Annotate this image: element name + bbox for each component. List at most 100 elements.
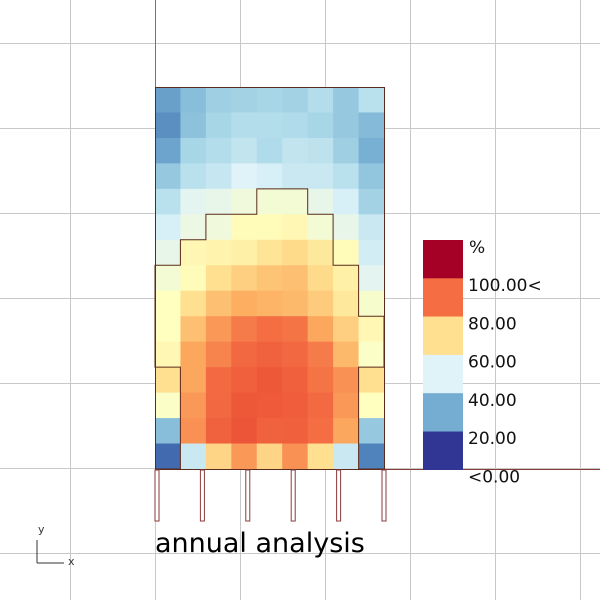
heatmap-cell	[231, 443, 258, 470]
legend-swatch	[423, 354, 463, 394]
heatmap-cell	[256, 265, 283, 292]
heatmap-cell	[358, 265, 385, 292]
heatmap-cell	[180, 137, 207, 164]
heatmap-cell	[205, 341, 232, 368]
heatmap-cell	[256, 112, 283, 139]
heatmap-cell	[282, 214, 309, 241]
axis-widget-y-label: y	[38, 523, 45, 536]
heatmap-cell	[333, 265, 360, 292]
heatmap-cell	[358, 443, 385, 470]
heatmap-cell	[205, 367, 232, 394]
heatmap-cell	[256, 214, 283, 241]
heatmap-cell	[155, 367, 182, 394]
heatmap-cell	[333, 87, 360, 114]
heatmap-cell	[180, 316, 207, 343]
heatmap-cell	[231, 87, 258, 114]
heatmap-cell	[358, 341, 385, 368]
analysis-heatmap[interactable]	[155, 87, 385, 470]
heatmap-cell	[358, 188, 385, 215]
heatmap-cell	[358, 239, 385, 266]
heatmap-cell	[180, 443, 207, 470]
heatmap-cell	[307, 341, 334, 368]
heatmap-cell	[231, 290, 258, 317]
heatmap-cell	[307, 87, 334, 114]
heatmap-cell	[358, 214, 385, 241]
heatmap-cell	[307, 392, 334, 419]
heatmap-cell	[205, 112, 232, 139]
heatmap-cell	[358, 316, 385, 343]
heatmap-cell	[205, 443, 232, 470]
legend-label: 60.00	[468, 353, 517, 373]
shading-fins	[154, 469, 387, 522]
heatmap-cell	[155, 214, 182, 241]
heatmap-cell	[256, 163, 283, 190]
heatmap-cell	[358, 112, 385, 139]
heatmap-cell	[256, 188, 283, 215]
heatmap-cell	[155, 87, 182, 114]
heatmap-cell	[333, 163, 360, 190]
heatmap-cell	[333, 316, 360, 343]
heatmap-cell	[155, 316, 182, 343]
legend-swatch	[423, 278, 463, 317]
heatmap-cell	[307, 316, 334, 343]
heatmap-cell	[282, 87, 309, 114]
legend-label: 20.00	[468, 429, 517, 449]
legend-label: 100.00<	[468, 276, 542, 296]
analysis-grid-frame	[155, 87, 385, 470]
heatmap-cell	[205, 392, 232, 419]
shading-fin	[381, 469, 387, 522]
heatmap-cell	[155, 112, 182, 139]
heatmap-cell	[282, 188, 309, 215]
heatmap-cell	[333, 137, 360, 164]
heatmap-cell	[307, 290, 334, 317]
heatmap-cell	[231, 316, 258, 343]
heatmap-cell	[180, 87, 207, 114]
heatmap-cell	[256, 316, 283, 343]
heatmap-cell	[180, 392, 207, 419]
heatmap-cell	[307, 418, 334, 445]
heatmap-cell	[358, 392, 385, 419]
heatmap-cell	[307, 188, 334, 215]
heatmap-cell	[256, 290, 283, 317]
analysis-caption: annual analysis	[155, 528, 365, 559]
heatmap-cell	[333, 341, 360, 368]
axis-orientation-widget: y x	[36, 523, 75, 568]
heatmap-cell	[205, 290, 232, 317]
heatmap-cell	[307, 112, 334, 139]
heatmap-cell	[282, 163, 309, 190]
heatmap-cell	[358, 163, 385, 190]
heatmap-cell	[205, 87, 232, 114]
heatmap-cell	[256, 443, 283, 470]
legend-swatch	[423, 316, 463, 356]
heatmap-cell	[282, 392, 309, 419]
heatmap-cell	[155, 443, 182, 470]
shading-fin	[154, 469, 160, 522]
legend-swatch	[423, 393, 463, 432]
heatmap-cell	[256, 239, 283, 266]
legend-label: 80.00	[468, 314, 517, 334]
heatmap-cell	[333, 418, 360, 445]
legend-label: <0.00	[468, 468, 520, 488]
heatmap-cell	[205, 265, 232, 292]
heatmap-cell	[231, 163, 258, 190]
heatmap-cell	[180, 112, 207, 139]
heatmap-cell	[231, 137, 258, 164]
heatmap-cell	[155, 163, 182, 190]
heatmap-cell	[307, 265, 334, 292]
heatmap-cell	[205, 163, 232, 190]
heatmap-cell	[333, 392, 360, 419]
heatmap-cell	[307, 443, 334, 470]
shading-fin	[290, 469, 296, 522]
heatmap-cell	[282, 443, 309, 470]
heatmap-cell	[256, 367, 283, 394]
heatmap-cell	[307, 163, 334, 190]
heatmap-cell	[256, 341, 283, 368]
heatmap-cell	[333, 443, 360, 470]
heatmap-cell	[282, 239, 309, 266]
heatmap-cell	[333, 290, 360, 317]
heatmap-cell	[155, 290, 182, 317]
heatmap-cell	[180, 418, 207, 445]
heatmap-cell	[231, 239, 258, 266]
heatmap-cell	[180, 163, 207, 190]
